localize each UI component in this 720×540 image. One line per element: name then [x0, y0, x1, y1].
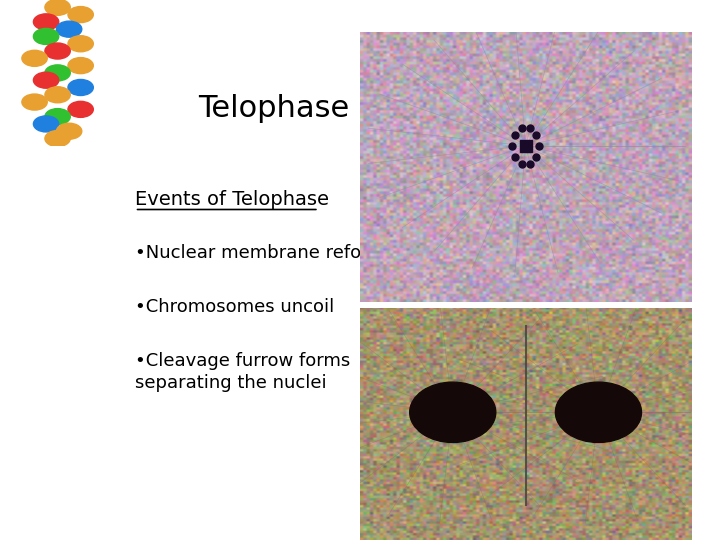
Circle shape: [68, 58, 94, 73]
Circle shape: [22, 94, 48, 110]
Circle shape: [410, 382, 496, 442]
Circle shape: [22, 50, 48, 66]
Circle shape: [33, 116, 59, 132]
Circle shape: [33, 14, 59, 30]
Circle shape: [45, 87, 71, 103]
Circle shape: [56, 21, 82, 37]
Text: •Cleavage furrow forms
separating the nuclei: •Cleavage furrow forms separating the nu…: [135, 352, 350, 392]
Circle shape: [68, 36, 94, 52]
Text: Events of Telophase: Events of Telophase: [135, 190, 328, 208]
Circle shape: [45, 0, 71, 15]
Text: •Chromosomes uncoil: •Chromosomes uncoil: [135, 298, 334, 316]
Text: Telophase: Telophase: [199, 94, 350, 123]
Circle shape: [56, 123, 82, 139]
Circle shape: [68, 102, 94, 117]
Circle shape: [68, 79, 94, 96]
Circle shape: [68, 6, 94, 23]
Circle shape: [45, 65, 71, 81]
Circle shape: [33, 29, 59, 44]
Circle shape: [33, 72, 59, 88]
Circle shape: [45, 43, 71, 59]
Text: •Nuclear membrane reforms: •Nuclear membrane reforms: [135, 244, 395, 261]
Circle shape: [45, 109, 71, 125]
Circle shape: [45, 131, 71, 146]
Circle shape: [555, 382, 642, 442]
